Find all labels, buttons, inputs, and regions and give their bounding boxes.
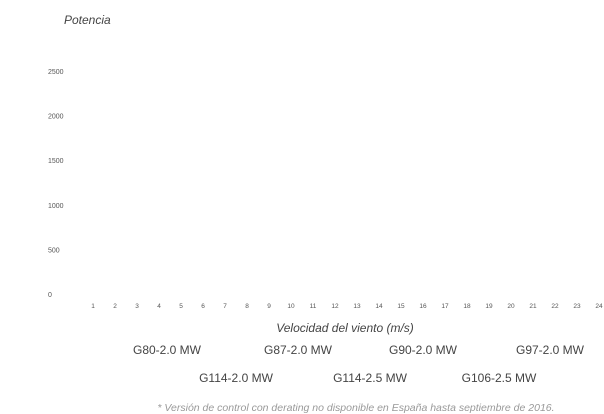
y-tick-label: 1500 [48,158,64,165]
x-tick-label: 11 [310,303,317,310]
x-tick-label: 4 [157,303,161,310]
x-tick-label: 5 [179,303,183,310]
x-tick-label: 19 [485,303,493,310]
x-tick-label: 6 [201,303,205,310]
x-tick-label: 20 [507,303,515,310]
y-tick-label: 500 [48,247,60,254]
legend-item: G106-2.5 MW [462,371,537,385]
x-tick-label: 23 [573,303,581,310]
y-tick-label: 2000 [48,114,64,121]
legend-item: G90-2.0 MW [389,343,458,357]
y-tick-label: 0 [48,292,52,299]
x-axis-ticks: 1 2 3 4 5 6 7 8 9 10 11 12 13 14 15 16 17 18 19 20 21 22 23 24 [91,303,603,310]
y-tick-label: 2500 [48,69,64,76]
x-tick-label: 16 [419,303,427,310]
x-tick-label: 9 [267,303,271,310]
x-tick-label: 2 [113,303,117,310]
chart-title: Potencia [64,13,111,27]
x-tick-label: 14 [375,303,383,310]
x-tick-label: 3 [135,303,139,310]
x-tick-label: 22 [551,303,559,310]
legend-item: G87-2.0 MW [264,343,333,357]
x-tick-label: 24 [595,303,603,310]
legend-item: G114-2.0 MW [199,371,273,385]
x-axis-title: Velocidad del viento (m/s) [276,321,414,335]
legend-item: G114-2.5 MW [333,371,407,385]
x-tick-label: 21 [529,303,537,310]
x-tick-label: 8 [245,303,249,310]
x-tick-label: 7 [223,303,227,310]
legend: G80-2.0 MW G87-2.0 MW G90-2.0 MW G97-2.0 MW… [133,343,585,385]
y-tick-label: 1000 [48,203,64,210]
x-tick-label: 13 [353,303,361,310]
x-tick-label: 1 [91,303,95,310]
y-axis-ticks: 0 500 1000 1500 2000 2500 [48,69,64,299]
x-tick-label: 15 [397,303,405,310]
legend-item: G80-2.0 MW [133,343,202,357]
legend-item: G97-2.0 MW [516,343,585,357]
footnote: * Versión de control con derating no dis… [157,402,554,414]
x-tick-label: 12 [331,303,339,310]
x-tick-label: 10 [287,303,295,310]
x-tick-label: 17 [441,303,449,310]
x-tick-label: 18 [463,303,471,310]
